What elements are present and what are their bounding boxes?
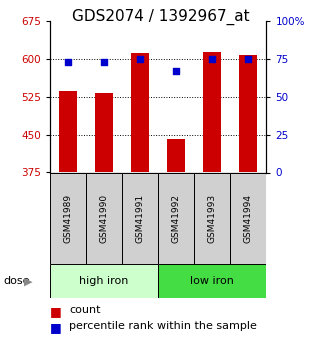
Text: ■: ■ xyxy=(50,321,62,334)
Point xyxy=(137,56,143,61)
Text: GSM41994: GSM41994 xyxy=(244,194,253,243)
Point xyxy=(210,56,215,61)
Text: GDS2074 / 1392967_at: GDS2074 / 1392967_at xyxy=(72,9,249,25)
Text: GSM41990: GSM41990 xyxy=(100,194,108,243)
Text: GSM41992: GSM41992 xyxy=(172,194,181,243)
Text: ▶: ▶ xyxy=(24,277,32,287)
Bar xyxy=(230,172,266,264)
Bar xyxy=(239,55,257,172)
Text: low iron: low iron xyxy=(190,276,234,286)
Text: GSM41989: GSM41989 xyxy=(63,194,72,243)
Point xyxy=(174,68,179,73)
Text: high iron: high iron xyxy=(79,276,129,286)
Bar xyxy=(158,264,266,298)
Text: dose: dose xyxy=(3,276,30,286)
Bar xyxy=(131,52,149,172)
Text: percentile rank within the sample: percentile rank within the sample xyxy=(69,321,257,331)
Point xyxy=(246,56,251,61)
Text: ■: ■ xyxy=(50,305,62,318)
Bar xyxy=(167,139,185,172)
Bar xyxy=(95,92,113,172)
Bar xyxy=(122,172,158,264)
Bar xyxy=(86,172,122,264)
Text: count: count xyxy=(69,305,100,315)
Text: GSM41991: GSM41991 xyxy=(135,194,144,243)
Bar xyxy=(50,264,158,298)
Bar xyxy=(59,90,77,172)
Bar xyxy=(158,172,194,264)
Bar xyxy=(50,172,86,264)
Point xyxy=(101,59,107,65)
Point xyxy=(65,59,70,65)
Bar xyxy=(194,172,230,264)
Text: GSM41993: GSM41993 xyxy=(208,194,217,243)
Bar xyxy=(203,52,221,172)
